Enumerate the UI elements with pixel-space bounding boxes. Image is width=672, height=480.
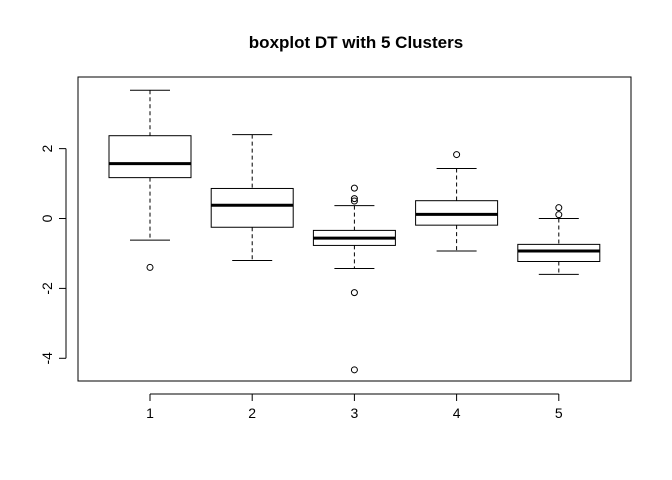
outlier-point [350,195,358,203]
chart-title: boxplot DT with 5 Clusters [249,33,463,52]
x-tick-label: 4 [453,405,461,421]
y-tick-label: -4 [39,352,55,365]
x-tick-label: 1 [146,405,154,421]
y-tick-label: -2 [39,282,55,295]
x-tick-label: 2 [248,405,256,421]
x-tick-label: 5 [555,405,563,421]
outlier-point [555,204,563,212]
chart-marks: -4 -2 0 2 1 2 3 4 5 [39,89,601,421]
outlier-point [453,151,461,159]
y-tick-label: 0 [39,214,55,222]
outlier-point [350,366,358,374]
y-tick-label: 2 [39,145,55,153]
plot-frame [77,76,632,382]
outlier-point [350,197,358,205]
outlier-point [350,184,358,192]
box-iqr [210,187,294,228]
outlier-point [146,263,154,271]
box-iqr [108,135,192,179]
box-iqr [517,243,601,262]
outlier-point [555,211,563,219]
x-tick-label: 3 [351,405,359,421]
outlier-point [350,289,358,297]
